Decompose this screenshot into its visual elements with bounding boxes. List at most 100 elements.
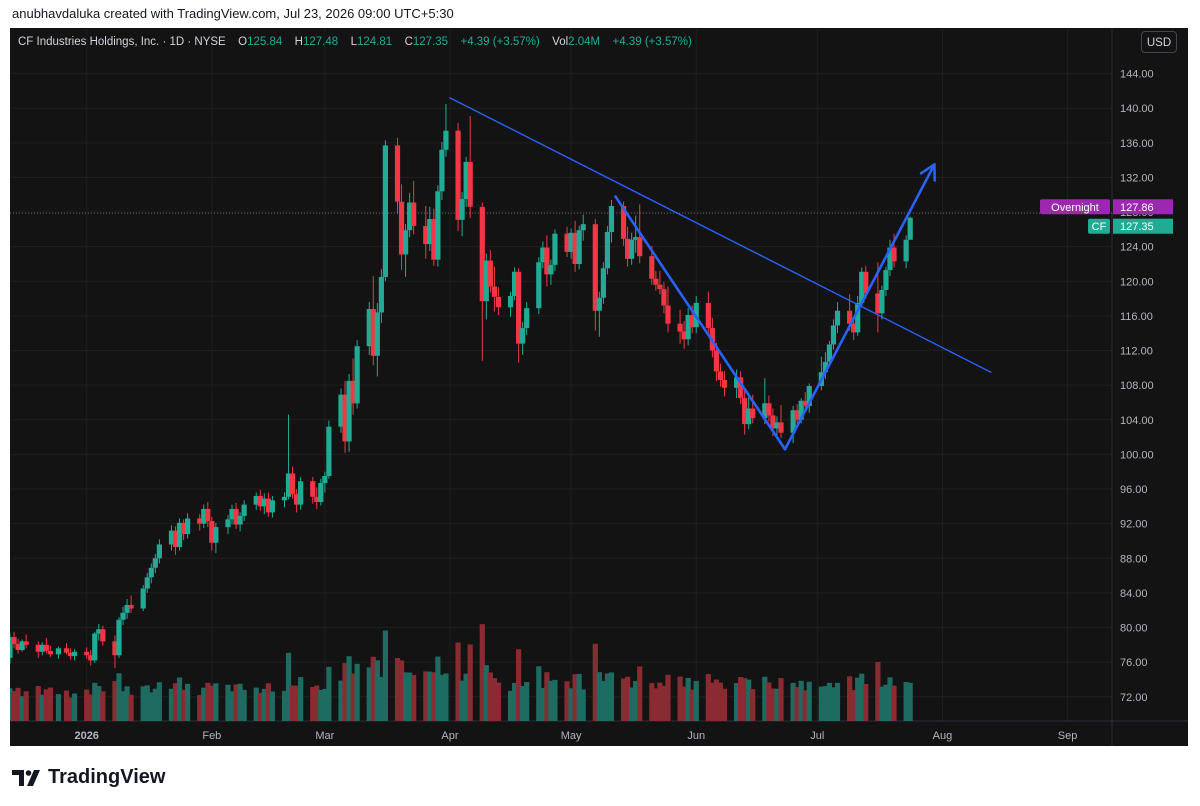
candle-body [552, 233, 558, 265]
candle-body [310, 481, 316, 497]
candle-body [96, 629, 102, 634]
candle-body [774, 422, 780, 429]
volume-bar [366, 667, 372, 721]
volume-bar [96, 686, 102, 721]
volume-bar [346, 656, 352, 721]
candle-body [770, 415, 776, 429]
volume-bar [201, 687, 207, 721]
volume-bar [544, 672, 550, 721]
candle-body [459, 199, 465, 220]
volume-bar [10, 688, 13, 721]
candle-body [47, 650, 53, 655]
volume-bar [88, 694, 94, 721]
legend-high-label: H [294, 36, 303, 48]
volume-bar [826, 682, 833, 721]
volume-bar [847, 676, 853, 721]
candlestick-chart[interactable]: 72.00 76.00 80.00 84.00 88.00 92.00 96.00 100.0… [10, 28, 1188, 746]
volume-bar [746, 679, 752, 721]
trendline [783, 163, 936, 451]
candle-body [685, 315, 691, 340]
candle-body [790, 410, 796, 433]
volume-bar [378, 676, 384, 721]
candle-body [903, 239, 909, 262]
volume-bar [851, 690, 857, 721]
candle-body [766, 403, 772, 416]
volume-bar [516, 649, 522, 721]
candle-body [402, 230, 409, 255]
legend-high-value: 127.48 [302, 36, 339, 48]
x-tick-label: Aug [933, 730, 953, 742]
volume-bar [822, 685, 828, 721]
volume-bar [294, 685, 300, 721]
volume-bar [653, 688, 659, 721]
candle-body [19, 641, 25, 651]
candle-body [374, 312, 380, 356]
price-tag-value-box [1113, 218, 1173, 234]
volume-bar [261, 688, 267, 721]
candle-body [721, 379, 728, 388]
volume-bar [625, 676, 631, 721]
volume-bar [540, 687, 546, 721]
legend-open-label: O [238, 36, 248, 48]
volume-bar [144, 685, 150, 721]
price-tag-label-box [1088, 218, 1110, 234]
candle-body [467, 161, 473, 207]
y-tick-label: 88.00 [1120, 553, 1148, 565]
candle-body [891, 247, 897, 262]
candle-body [338, 394, 344, 427]
candle-body [427, 218, 433, 245]
tradingview-logo[interactable]: TradingView [12, 766, 165, 789]
volume-bar [152, 688, 158, 721]
volume-bar [705, 674, 711, 721]
volume-bar [459, 680, 465, 721]
volume-bar [39, 694, 45, 721]
candle-body [176, 522, 183, 548]
volume-bar [322, 688, 328, 721]
legend-volume-value: 2.04M [568, 36, 601, 48]
candle-body [661, 289, 667, 306]
candle-body [750, 408, 756, 419]
candle-body [883, 270, 889, 290]
volume-bar [407, 672, 413, 721]
volume-bar [112, 681, 118, 721]
candle-body [520, 328, 526, 344]
candle-body [855, 302, 861, 333]
candle-body [653, 278, 659, 285]
volume-bar [620, 678, 627, 721]
candle-body [185, 518, 191, 535]
legend-open-value: 125.84 [247, 36, 283, 48]
volume-bar [677, 676, 683, 721]
symbol-legend: CF Industries Holdings, Inc. · 1D · NYSE… [18, 36, 692, 48]
volume-bar [229, 691, 235, 721]
volume-bar [180, 689, 187, 721]
y-tick-label: 92.00 [1120, 519, 1148, 531]
candle-body [15, 643, 21, 651]
volume-bar [738, 677, 744, 721]
volume-bar [806, 681, 812, 721]
candle-body [261, 498, 267, 507]
legend-symbol[interactable]: CF Industries Holdings, Inc. · 1D · NYSE [18, 36, 226, 48]
volume-bar [253, 687, 259, 721]
volume-bar [84, 689, 90, 721]
candle-body [540, 247, 546, 263]
tradingview-logo-icon [12, 769, 40, 786]
volume-bar [394, 658, 401, 721]
volume-bar [382, 630, 389, 721]
candle-body [887, 247, 893, 271]
volume-bar [326, 666, 332, 721]
volume-bar [479, 624, 485, 721]
volume-bar [411, 674, 417, 721]
candle-body [479, 206, 485, 302]
volume-bar [834, 682, 841, 721]
candle-body [84, 651, 90, 656]
candle-body [592, 224, 598, 311]
volume-bar [354, 663, 360, 721]
volume-bar [285, 652, 292, 721]
candle-body [608, 206, 615, 232]
volume-bar [67, 697, 74, 721]
volume-bar [790, 682, 796, 721]
chart-frame[interactable]: 72.00 76.00 80.00 84.00 88.00 92.00 96.00 100.0… [10, 28, 1188, 746]
volume-bar [633, 680, 639, 721]
currency-button[interactable]: USD [1141, 31, 1177, 53]
candle-body [11, 637, 17, 644]
